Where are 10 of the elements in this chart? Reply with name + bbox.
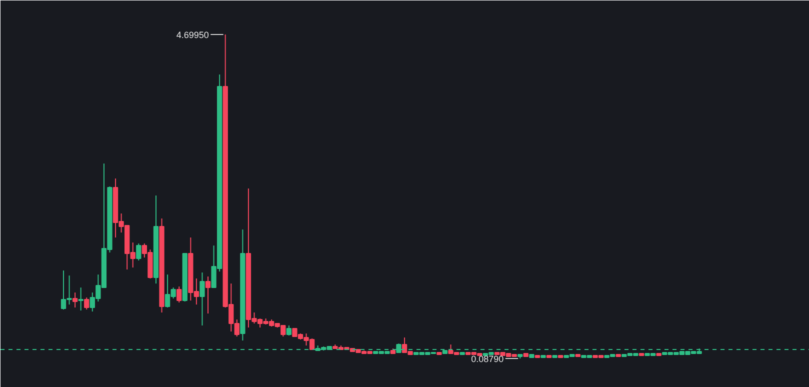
annotation: 4.69950 [176,30,209,40]
candlestick [176,286,182,303]
candlestick [136,242,142,261]
candlestick [286,324,292,336]
candlestick [84,297,90,310]
candlestick [205,276,211,314]
candlestick [72,292,78,308]
candlestick [200,272,205,326]
candlestick [78,287,84,312]
annotation: 0.08790 [471,354,504,364]
